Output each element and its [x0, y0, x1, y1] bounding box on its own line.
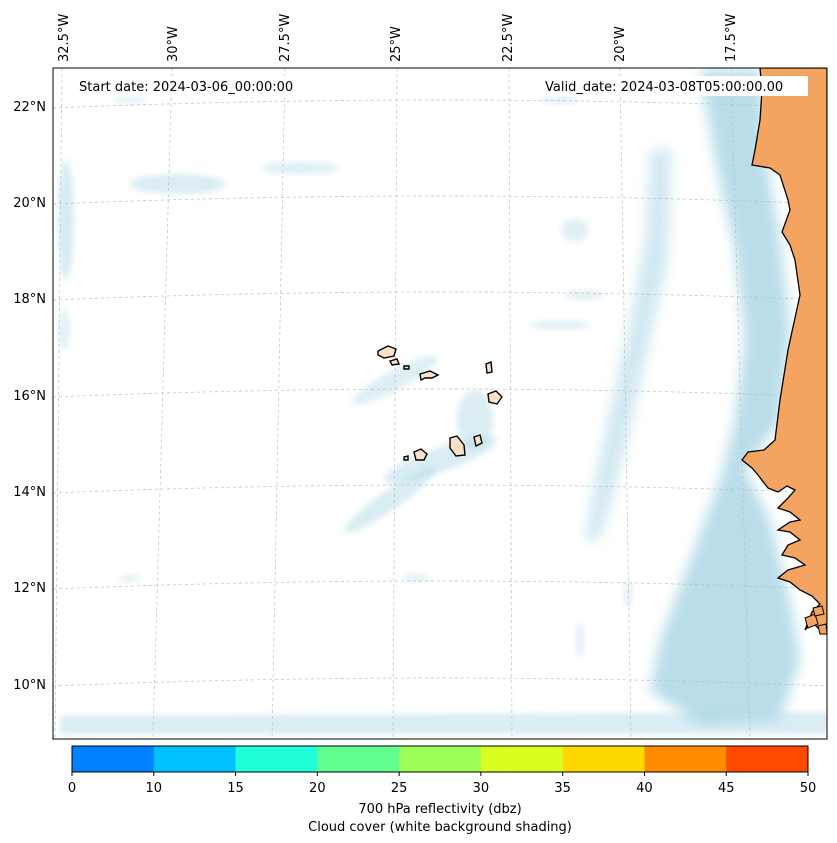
cloud-band-south [60, 712, 827, 734]
gridlines [53, 68, 827, 739]
latitude-labels: 22°N 20°N 18°N 16°N 14°N 12°N 10°N [13, 100, 46, 693]
cloud-patch [260, 162, 340, 174]
meridian-gridline [392, 68, 398, 739]
island-santiago [449, 435, 466, 457]
colorbar-tick-label: 10 [146, 781, 163, 796]
valid-date-label: Valid_date: 2024-03-08T05:00:00.00 [545, 80, 783, 95]
meridian-gridline [54, 68, 63, 739]
parallel-gridline [53, 580, 827, 590]
island [804, 613, 819, 629]
parallel-gridline [53, 291, 827, 301]
parallel-gridline [53, 195, 827, 205]
lon-label: 30°W [166, 26, 181, 62]
colorbar-tick-label: 30 [473, 781, 490, 796]
map-frame [52, 67, 828, 740]
parallel-gridline [53, 484, 827, 494]
lat-label: 16°N [13, 389, 46, 404]
lat-label: 22°N [13, 100, 46, 115]
cloud-patch [58, 160, 74, 280]
island-brava [403, 455, 409, 461]
lat-label: 18°N [13, 292, 46, 307]
colorbar-tick-label: 45 [718, 781, 735, 796]
cloud-patch [623, 581, 633, 609]
lat-label: 14°N [13, 485, 46, 500]
longitude-labels: 32.5°W 30°W 27.5°W 25°W 22.5°W 20°W 17.5… [57, 14, 739, 62]
cloud-patch [130, 174, 226, 194]
island [812, 605, 825, 617]
island-fogo [413, 448, 428, 461]
lon-label: 22.5°W [501, 14, 516, 62]
colorbar-tick-label: 35 [554, 781, 571, 796]
cloud-streak-east [585, 150, 672, 540]
cloud-patch [383, 436, 497, 484]
map-panel: Start date: 2024-03-06_00:00:00 Valid_da… [53, 68, 827, 739]
island-sao-vicente [388, 358, 400, 366]
cloud-patch [575, 622, 585, 658]
meridian-gridline [152, 68, 173, 739]
colorbar-swatch [562, 746, 645, 772]
colorbar-label-cloud-cover: Cloud cover (white background shading) [308, 820, 572, 835]
island-santa-luzia [403, 365, 410, 370]
cloud-patch [114, 96, 146, 104]
lat-label: 12°N [13, 581, 46, 596]
colorbar-tick-label: 25 [391, 781, 408, 796]
colorbar-swatch [317, 746, 400, 772]
colorbar-label-reflectivity: 700 hPa reflectivity (dbz) [358, 802, 521, 817]
cloud-patch [401, 573, 429, 583]
cloud-cover-shading [58, 70, 827, 734]
colorbar-swatch [72, 746, 155, 772]
colorbar-swatch [726, 746, 809, 772]
colorbar-swatch [235, 746, 318, 772]
colorbar-frame [71, 745, 809, 773]
cloud-patch [457, 390, 493, 450]
colorbar-swatches [72, 746, 809, 772]
cape-verde-islands [377, 345, 503, 461]
colorbar-tick-label: 50 [800, 781, 817, 796]
meridian-gridline [730, 68, 751, 739]
island-sal [485, 361, 493, 374]
cloud-patch [120, 574, 140, 582]
parallel-gridline [53, 677, 827, 687]
colorbar-tick-label: 40 [636, 781, 653, 796]
valid-date-box [538, 76, 808, 96]
colorbar: 0 10 15 20 25 30 35 40 45 50 700 hPa reflectivity… [68, 745, 816, 835]
lon-label: 25°W [389, 26, 404, 62]
cloud-patch [540, 95, 580, 105]
colorbar-swatch [399, 746, 482, 772]
lon-label: 27.5°W [278, 14, 293, 62]
island-santo-antao [377, 345, 397, 359]
start-date-box [70, 76, 314, 96]
island-maio [473, 434, 483, 448]
colorbar-tick-label: 20 [309, 781, 326, 796]
start-date-label: Start date: 2024-03-06_00:00:00 [79, 80, 293, 95]
meridian-gridline [271, 68, 286, 739]
cloud-patch [561, 218, 589, 242]
colorbar-swatch [153, 746, 237, 772]
colorbar-tick-label: 0 [68, 781, 76, 796]
meridian-gridline [508, 68, 513, 739]
bijagos-islands [804, 605, 827, 635]
coastal-cloud-band [650, 70, 800, 725]
cloud-patch [530, 320, 590, 330]
lon-label: 17.5°W [724, 14, 739, 62]
meridian-gridline [619, 68, 632, 739]
lat-label: 10°N [13, 678, 46, 693]
parallel-gridline [53, 388, 827, 398]
africa-landmass [741, 68, 827, 631]
island-sao-nicolau [419, 370, 440, 382]
cloud-patch [565, 290, 605, 300]
colorbar-tick-label: 15 [227, 781, 244, 796]
island [817, 623, 827, 635]
colorbar-ticks: 0 10 15 20 25 30 35 40 45 50 [68, 772, 816, 796]
cloud-patch [344, 467, 436, 533]
lon-label: 32.5°W [57, 14, 72, 62]
cloud-patch [58, 310, 70, 350]
colorbar-swatch [644, 746, 727, 772]
parallel-gridline [53, 99, 827, 109]
colorbar-swatch [480, 746, 564, 772]
lat-label: 20°N [13, 196, 46, 211]
lon-label: 20°W [613, 26, 628, 62]
island-boa-vista [487, 390, 503, 405]
